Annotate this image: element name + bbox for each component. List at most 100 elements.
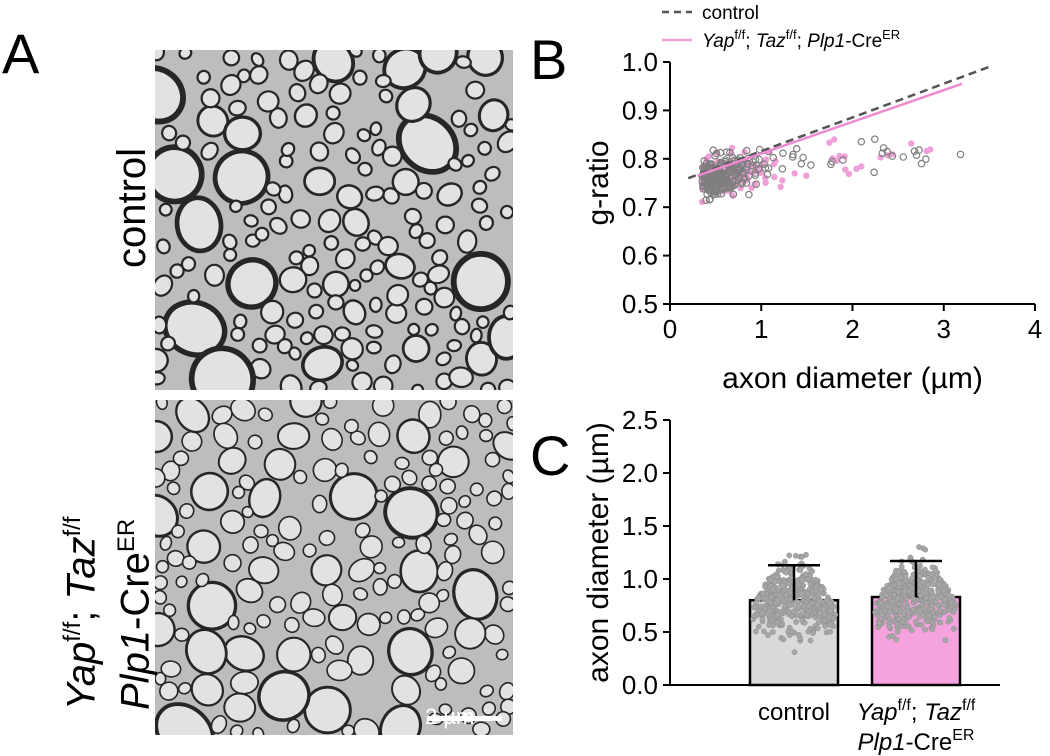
axon-profile	[243, 214, 259, 228]
axon-profile	[288, 83, 307, 103]
point-mutant	[930, 581, 937, 588]
em-image-control	[155, 50, 513, 390]
em-image-mutant	[155, 400, 513, 735]
axon-profile	[487, 314, 513, 361]
axon-profile	[421, 475, 438, 492]
point-control	[956, 150, 965, 159]
axon-profile	[171, 524, 185, 539]
axon-profile	[289, 400, 323, 418]
axon-profile	[396, 418, 431, 455]
axon-profile	[256, 614, 271, 629]
axon-profile	[325, 105, 341, 121]
point-control	[789, 613, 795, 620]
axon-profile	[439, 400, 457, 411]
point-mutant	[878, 600, 884, 607]
point-mutant	[888, 577, 895, 583]
axon-profile	[502, 304, 513, 321]
point-mutant	[942, 596, 949, 603]
axon-profile	[436, 182, 463, 207]
axon-profile	[155, 400, 168, 411]
point-control	[839, 156, 847, 164]
axon-profile	[174, 134, 192, 151]
axon-profile	[456, 229, 478, 254]
point-mutant	[886, 633, 892, 640]
point-mutant	[841, 153, 848, 160]
point-control	[765, 632, 771, 639]
axon-profile	[348, 557, 376, 583]
axon-profile	[368, 296, 383, 313]
point-mutant	[803, 172, 810, 179]
point-control	[776, 592, 782, 599]
axon-profile	[260, 198, 278, 216]
point-control	[786, 602, 793, 609]
axon-profile	[371, 50, 387, 64]
axon-profile	[359, 535, 383, 559]
axon-profile	[327, 603, 358, 632]
point-mutant	[883, 603, 890, 609]
point-mutant	[931, 574, 938, 581]
axon-profile	[478, 412, 493, 428]
axon-profile	[352, 587, 369, 601]
point-control	[888, 152, 897, 160]
axon-profile	[447, 156, 463, 172]
axon-profile	[433, 286, 456, 309]
point-mutant	[884, 612, 891, 619]
point-control	[807, 161, 815, 169]
axon-profile	[357, 161, 373, 177]
axon-profile	[343, 418, 359, 434]
point-mutant	[946, 615, 953, 621]
point-control	[761, 628, 767, 635]
axon-profile	[359, 268, 374, 283]
y-tick-label: 1.0	[622, 564, 658, 594]
axon-profile	[158, 202, 173, 217]
axon-profile	[251, 337, 268, 354]
axon-profile	[308, 73, 329, 95]
point-mutant	[737, 184, 744, 192]
point-mutant	[902, 573, 909, 580]
axon-profile	[248, 477, 282, 519]
point-control	[826, 600, 833, 607]
point-control	[783, 591, 790, 598]
row-label-control-text: control	[110, 147, 154, 268]
axon-profile	[381, 145, 403, 167]
axon-profile	[233, 313, 248, 330]
point-control	[745, 190, 753, 199]
axon-profile	[324, 635, 344, 655]
axon-profile	[166, 481, 181, 496]
point-control	[794, 599, 801, 606]
em-micrograph-mutant	[155, 400, 513, 735]
axon-profile	[155, 274, 174, 297]
point-mutant	[910, 595, 916, 602]
point-mutant	[926, 612, 933, 619]
axon-profile	[423, 280, 438, 296]
point-mutant	[896, 580, 902, 587]
axon-profile	[155, 702, 215, 735]
point-control	[807, 637, 814, 644]
axon-profile	[351, 371, 373, 390]
axon-profile	[277, 184, 294, 204]
axon-profile	[438, 430, 454, 446]
axon-profile	[407, 322, 421, 336]
point-control	[779, 582, 786, 589]
y-tick-label: 2.5	[622, 405, 658, 435]
y-tick-label: 0.6	[622, 241, 658, 271]
point-mutant	[937, 619, 944, 626]
point-mutant	[908, 140, 915, 147]
point-control	[702, 196, 710, 205]
axon-profile	[342, 299, 367, 326]
axon-profile	[186, 580, 238, 631]
axon-profile	[278, 50, 299, 71]
cre: -Cre	[113, 552, 158, 630]
panel-letter-c: C	[530, 424, 571, 487]
point-control	[723, 148, 731, 156]
axon-profile	[284, 616, 300, 634]
axon-profile	[383, 475, 402, 493]
axon-profile	[229, 670, 259, 695]
axon-profile	[155, 50, 166, 62]
axon-profile	[456, 511, 474, 530]
point-control	[760, 160, 769, 169]
axon-profile	[242, 536, 259, 554]
gene-taz: Taz	[59, 536, 104, 600]
axon-profile	[374, 489, 388, 503]
axon-profile	[377, 235, 399, 257]
